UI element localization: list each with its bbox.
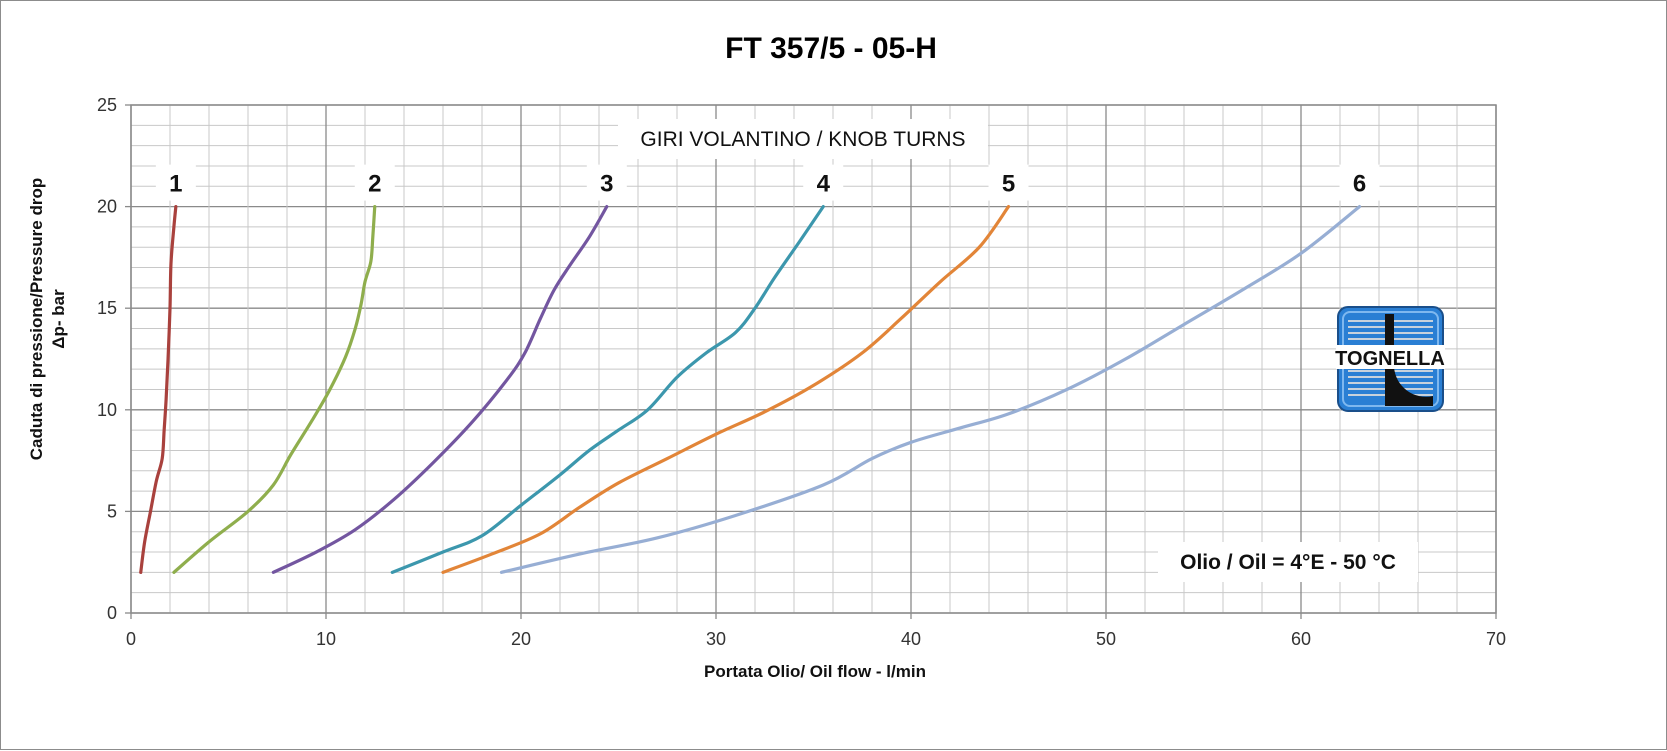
x-tick-label: 30 (706, 629, 726, 649)
curve-label-bg (354, 164, 395, 201)
curve-label-3: 3 (600, 171, 613, 198)
curve-label-4: 4 (817, 171, 831, 198)
curve-label-1: 1 (169, 171, 182, 198)
plot-area-border (130, 104, 1497, 614)
curve-label-bg (155, 164, 196, 201)
y-tick-label: 10 (97, 400, 117, 420)
x-tick-label: 0 (126, 629, 136, 649)
curves (139, 205, 1362, 574)
x-tick-label: 70 (1486, 629, 1506, 649)
curve-4 (390, 205, 825, 574)
x-tick-label: 60 (1291, 629, 1311, 649)
curve-label-bg (988, 164, 1029, 201)
x-axis-label: Portata Olio/ Oil flow - l/min (704, 662, 926, 681)
curve-labels: 1 2 3 4 5 6 (155, 164, 1380, 201)
curve-2 (172, 205, 377, 574)
curve-label-6: 6 (1353, 171, 1366, 198)
curve-label-bg (586, 164, 627, 201)
y-tick-label: 25 (97, 95, 117, 115)
curve-6 (499, 205, 1362, 574)
x-tick-label: 40 (901, 629, 921, 649)
y-axis-label-line1: Caduta di pressione/Pressure drop (27, 178, 46, 460)
y-tick-label: 15 (97, 298, 117, 318)
knob-turns-box (618, 119, 988, 159)
curve-5 (441, 205, 1011, 574)
curve-3 (271, 205, 609, 574)
x-tick-label: 50 (1096, 629, 1116, 649)
oil-box (1158, 542, 1418, 582)
y-tick-label: 0 (107, 603, 117, 623)
curve-label-bg (1339, 164, 1380, 201)
tognella-logo: TOGNELLA (1335, 306, 1445, 412)
chart-title: FT 357/5 - 05-H (725, 32, 937, 65)
x-tick-label: 10 (316, 629, 336, 649)
curve-1 (139, 205, 178, 574)
curve-label-5: 5 (1002, 171, 1015, 198)
y-tick-label: 20 (97, 197, 117, 217)
y-axis-label-line2: Δp- bar (49, 289, 68, 349)
logo-text: TOGNELLA (1335, 348, 1445, 370)
knob-turns-annotation: GIRI VOLANTINO / KNOB TURNS (640, 128, 965, 151)
oil-annotation: Olio / Oil = 4°E - 50 °C (1180, 551, 1396, 574)
curve-label-2: 2 (368, 171, 381, 198)
x-tick-label: 20 (511, 629, 531, 649)
y-tick-label: 5 (107, 501, 117, 521)
curve-label-bg (803, 164, 844, 201)
